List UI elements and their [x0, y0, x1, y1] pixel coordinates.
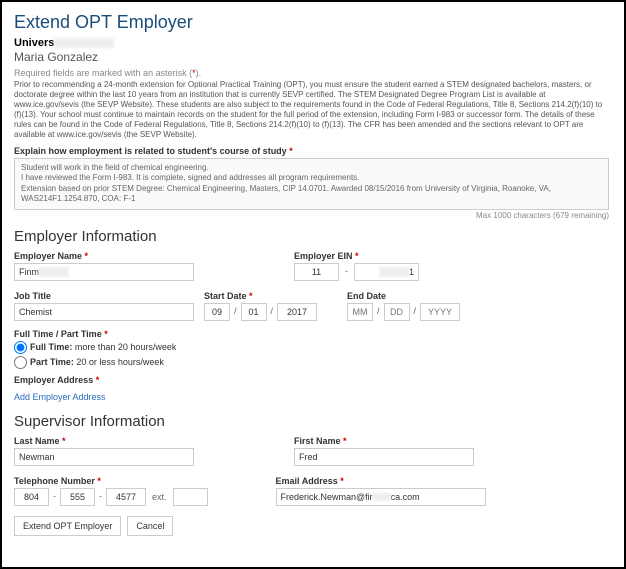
- telephone-label: Telephone Number *: [14, 476, 208, 486]
- employer-name-input[interactable]: Finm: [14, 263, 194, 281]
- explain-line-1: Student will work in the field of chemic…: [21, 163, 602, 173]
- end-year-input[interactable]: [420, 303, 460, 321]
- start-year-input[interactable]: [277, 303, 317, 321]
- phone-line-input[interactable]: [106, 488, 146, 506]
- end-month-input[interactable]: [347, 303, 373, 321]
- last-name-input[interactable]: [14, 448, 194, 466]
- cancel-button[interactable]: Cancel: [127, 516, 173, 536]
- redacted-block: [54, 38, 114, 48]
- employer-section-heading: Employer Information: [14, 228, 612, 245]
- supervisor-section-heading: Supervisor Information: [14, 413, 612, 430]
- phone-area-input[interactable]: [14, 488, 49, 506]
- part-time-radio[interactable]: [14, 356, 27, 369]
- phone-ext-input[interactable]: [173, 488, 208, 506]
- redacted-block: [39, 267, 69, 277]
- end-day-input[interactable]: [384, 303, 410, 321]
- ext-label: ext.: [150, 492, 169, 502]
- first-name-label: First Name *: [294, 436, 474, 446]
- explain-line-2: I have reviewed the Form I-983. It is co…: [21, 173, 602, 183]
- university-prefix: Univers: [14, 37, 54, 49]
- page-container: Extend OPT Employer Univers Maria Gonzal…: [0, 0, 626, 569]
- employer-ein-label: Employer EIN *: [294, 251, 419, 261]
- email-label: Email Address *: [276, 476, 486, 486]
- job-title-input[interactable]: [14, 303, 194, 321]
- redacted-block: [379, 267, 409, 277]
- explain-textarea[interactable]: Student will work in the field of chemic…: [14, 158, 609, 210]
- ftpt-label: Full Time / Part Time *: [14, 329, 612, 339]
- employer-address-label: Employer Address *: [14, 375, 612, 385]
- intro-text: Prior to recommending a 24-month extensi…: [14, 80, 612, 140]
- part-time-radio-row[interactable]: Part Time: 20 or less hours/week: [14, 356, 612, 369]
- student-name: Maria Gonzalez: [14, 50, 612, 64]
- explain-label: Explain how employment is related to stu…: [14, 146, 612, 156]
- ein-part-b[interactable]: 1: [354, 263, 419, 281]
- start-date-label: Start Date *: [204, 291, 317, 301]
- page-title: Extend OPT Employer: [14, 12, 612, 33]
- job-title-label: Job Title: [14, 291, 194, 301]
- last-name-label: Last Name *: [14, 436, 194, 446]
- phone-prefix-input[interactable]: [60, 488, 95, 506]
- employer-name-label: Employer Name *: [14, 251, 194, 261]
- ein-part-a[interactable]: [294, 263, 339, 281]
- end-date-label: End Date: [347, 291, 460, 301]
- add-employer-address-link[interactable]: Add Employer Address: [14, 392, 106, 402]
- first-name-input[interactable]: [294, 448, 474, 466]
- extend-opt-employer-button[interactable]: Extend OPT Employer: [14, 516, 121, 536]
- email-input[interactable]: Frederick.Newman@firca.com: [276, 488, 486, 506]
- university-line: Univers: [14, 37, 612, 49]
- required-fields-note: Required fields are marked with an aster…: [14, 68, 612, 78]
- full-time-radio-row[interactable]: Full Time: more than 20 hours/week: [14, 341, 612, 354]
- explain-line-3: Extension based on prior STEM Degree: Ch…: [21, 184, 602, 205]
- dash-separator: -: [343, 266, 350, 276]
- start-day-input[interactable]: [241, 303, 267, 321]
- redacted-block: [373, 493, 391, 501]
- start-month-input[interactable]: [204, 303, 230, 321]
- full-time-radio[interactable]: [14, 341, 27, 354]
- char-count: Max 1000 characters (679 remaining): [14, 211, 609, 220]
